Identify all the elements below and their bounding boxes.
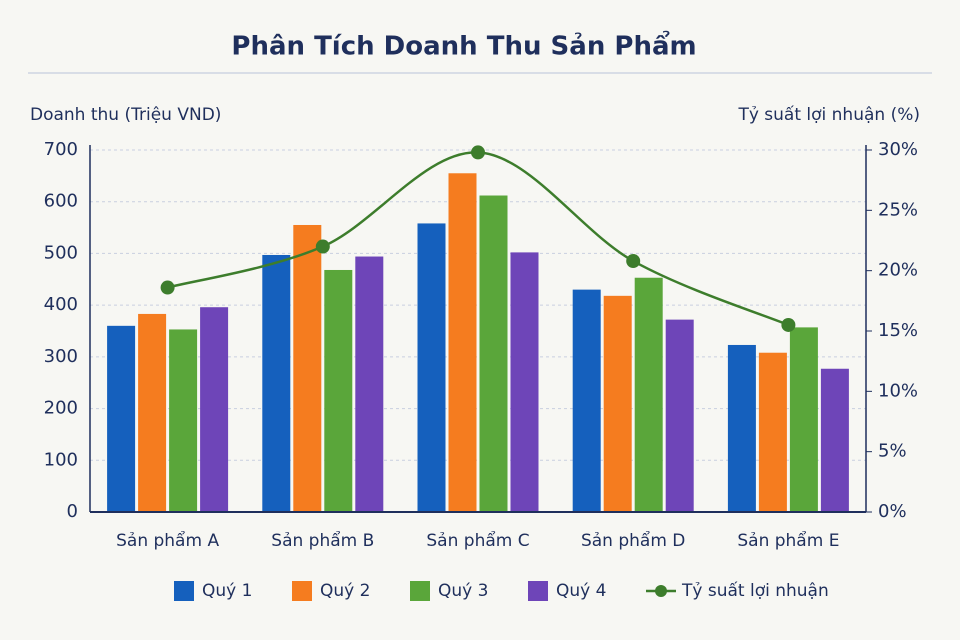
bar xyxy=(634,277,663,512)
y-tick-label: 200 xyxy=(44,398,78,419)
bar xyxy=(417,223,446,513)
bar xyxy=(262,254,291,513)
legend-label: Quý 1 xyxy=(202,581,252,601)
legend-label: Quý 2 xyxy=(320,581,370,601)
y2-axis-title: Tỷ suất lợi nhuận (%) xyxy=(737,104,920,125)
y-tick-label: 500 xyxy=(44,242,78,263)
bar xyxy=(293,224,322,512)
line-marker xyxy=(315,239,330,254)
bar xyxy=(479,195,508,512)
bar xyxy=(572,289,601,512)
bar xyxy=(107,325,136,512)
legend-label: Quý 3 xyxy=(438,581,488,601)
x-tick-label: Sản phẩm C xyxy=(426,530,529,551)
y-tick-label: 0 xyxy=(67,501,78,522)
x-tick-label: Sản phẩm E xyxy=(737,530,839,551)
legend-swatch xyxy=(410,581,430,601)
bar xyxy=(789,327,818,512)
bar xyxy=(727,344,756,512)
y-tick-label: 600 xyxy=(44,191,78,212)
y2-tick-label: 10% xyxy=(878,380,918,401)
bar xyxy=(324,269,353,512)
line-marker xyxy=(471,145,485,160)
bar xyxy=(758,352,787,512)
legend-label: Quý 4 xyxy=(556,581,606,601)
y2-tick-label: 30% xyxy=(878,139,918,160)
bar xyxy=(603,295,632,512)
legend-swatch xyxy=(174,581,194,601)
line-marker xyxy=(160,280,175,295)
bar xyxy=(355,256,384,512)
bar xyxy=(169,329,198,512)
legend-label: Tỷ suất lợi nhuận xyxy=(681,580,829,601)
bar xyxy=(448,173,477,512)
x-tick-label: Sản phẩm B xyxy=(271,530,374,551)
line-marker xyxy=(781,317,796,332)
bar xyxy=(510,252,539,512)
y2-tick-label: 25% xyxy=(878,199,918,220)
chart-title: Phân Tích Doanh Thu Sản Phẩm xyxy=(231,29,696,62)
y-tick-label: 400 xyxy=(44,294,78,315)
bar xyxy=(820,368,849,512)
bar xyxy=(665,319,694,512)
y-tick-label: 300 xyxy=(44,346,78,367)
x-tick-label: Sản phẩm D xyxy=(581,530,685,551)
legend-swatch xyxy=(528,581,548,601)
y2-tick-label: 5% xyxy=(878,441,907,462)
y-tick-label: 100 xyxy=(44,449,78,470)
x-tick-label: Sản phẩm A xyxy=(116,530,219,551)
legend-swatch xyxy=(292,581,312,601)
legend-swatch xyxy=(655,585,667,597)
y2-tick-label: 15% xyxy=(878,320,918,341)
bar xyxy=(138,313,167,512)
y-axis-title: Doanh thu (Triệu VND) xyxy=(30,105,221,125)
bar xyxy=(200,307,229,512)
y2-tick-label: 20% xyxy=(878,260,918,281)
line-marker xyxy=(626,254,641,269)
line xyxy=(167,151,789,327)
y2-tick-label: 0% xyxy=(878,501,907,522)
y-tick-label: 700 xyxy=(44,139,78,160)
